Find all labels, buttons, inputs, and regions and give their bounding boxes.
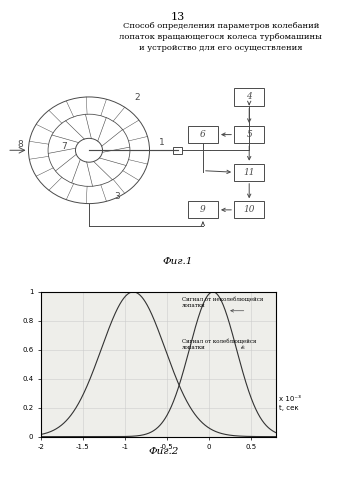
Text: x 10⁻³: x 10⁻³ [279,396,301,402]
Text: Сигнал от неколеблющейся
лопатки: Сигнал от неколеблющейся лопатки [182,296,263,308]
Text: t, сек: t, сек [279,405,299,411]
Text: Сигнал от колеблющейся
лопатки: Сигнал от колеблющейся лопатки [182,338,256,350]
Text: 9: 9 [200,206,206,215]
Text: 3: 3 [115,192,120,201]
Text: 1: 1 [159,138,165,147]
Bar [234,201,264,219]
Bar [188,201,218,219]
Bar [234,88,264,106]
Text: Способ определения параметров колебаний
лопаток вращающегося колеса турбомашины
: Способ определения параметров колебаний … [119,22,322,52]
Text: 4: 4 [246,92,252,101]
Text: 13: 13 [171,12,185,22]
Text: 10: 10 [244,206,255,215]
Bar [173,147,182,154]
Text: 7: 7 [61,142,67,151]
Bar [234,126,264,143]
Text: 6: 6 [200,130,206,139]
Text: 8: 8 [18,140,23,149]
Bar [234,164,264,181]
Text: 2: 2 [134,93,140,102]
Text: 5: 5 [246,130,252,139]
Text: Фиг.2: Фиг.2 [148,447,179,456]
Bar [188,126,218,143]
Text: 11: 11 [244,168,255,177]
Text: Фиг.1: Фиг.1 [163,257,193,266]
